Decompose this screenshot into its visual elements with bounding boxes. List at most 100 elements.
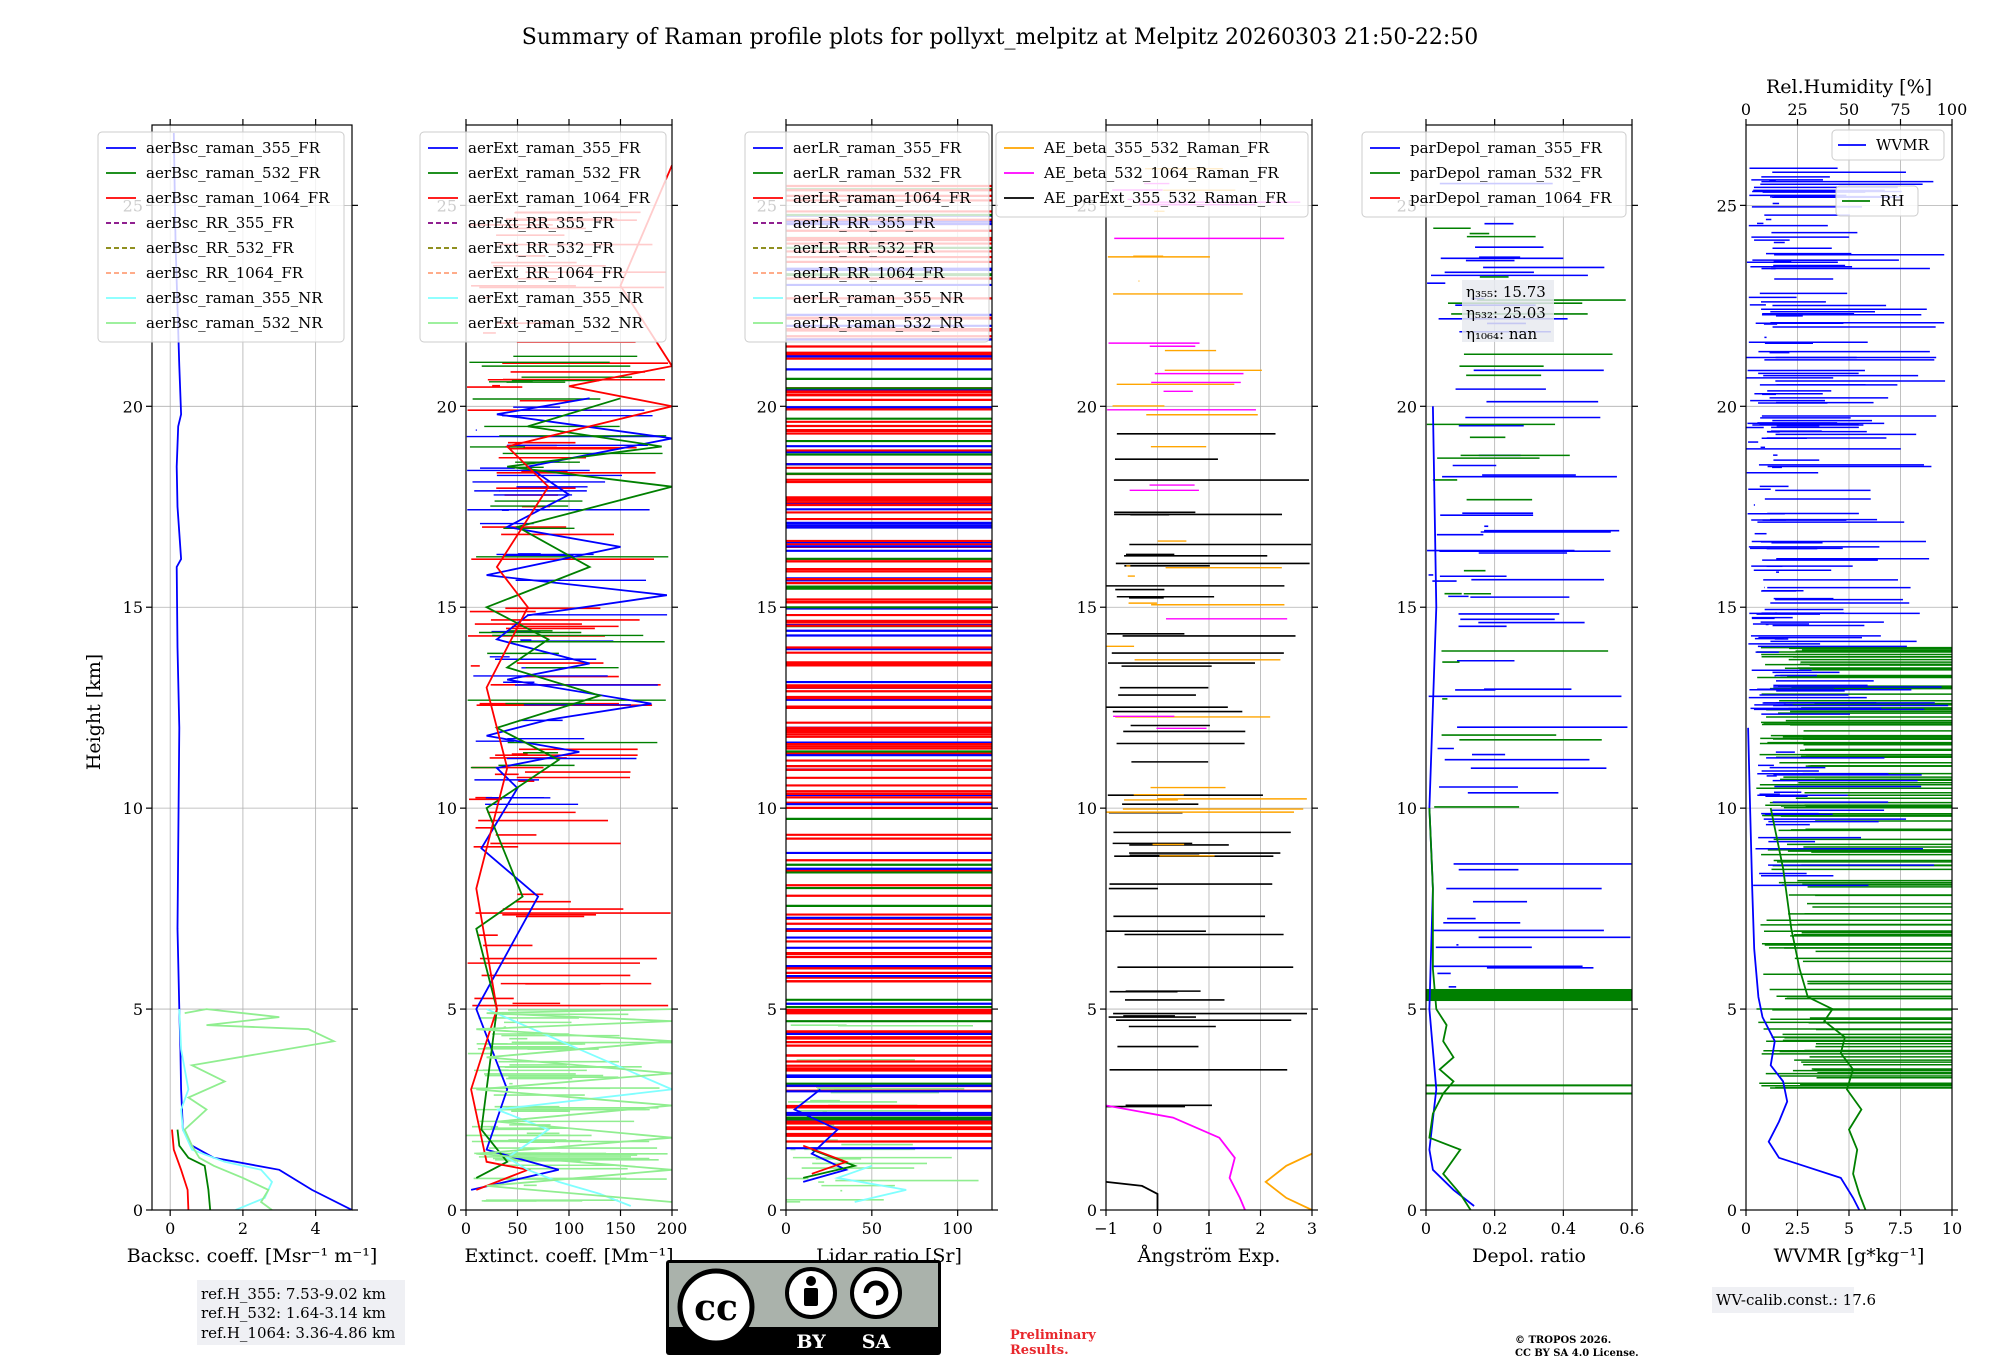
x-tick-label: −1 (1094, 1219, 1118, 1238)
top-x-tick-label: 75 (1890, 100, 1910, 119)
axes-frame (151, 124, 353, 1211)
top-x-axis-label: Rel.Humidity [%] (1766, 76, 1932, 98)
y-tick-label: 20 (1717, 397, 1737, 416)
legend-label: aerLR_raman_355_FR (793, 139, 962, 157)
depol-eta-box: η₃₅₅: 15.73 η₅₃₂: 25.03 η₁₀₆₄: nan (1462, 280, 1554, 343)
x-tick-label: 5 (1844, 1219, 1854, 1238)
legend-label: aerExt_RR_532_FR (468, 239, 615, 257)
top-x-tick-label: 100 (1937, 100, 1968, 119)
legend-label: aerExt_raman_355_NR (468, 289, 644, 307)
legend-backscatter: aerBsc_raman_355_FR aerBsc_raman_532_FRae… (97, 131, 345, 343)
legend-label: aerExt_raman_355_FR (468, 139, 641, 157)
panel-extinction: 0501001502000510152025Extinct. coeff. [M… (419, 119, 687, 1267)
x-tick-label: 0 (781, 1219, 791, 1238)
y-tick-label: 20 (123, 397, 143, 416)
y-tick-label: 0 (1727, 1201, 1737, 1220)
legend-label: aerBsc_raman_355_FR (146, 139, 321, 157)
series-RH (1769, 807, 1867, 1210)
y-tick-label: 15 (1717, 598, 1737, 617)
legend-label: aerExt_raman_532_NR (468, 314, 644, 332)
y-tick-label: 20 (757, 397, 777, 416)
depol-band (1426, 988, 1632, 1002)
legend-label: aerLR_RR_532_FR (793, 239, 935, 257)
series-aerBsc_raman_355_NR (178, 1009, 274, 1210)
series-aerLR_raman_355_FR (792, 1088, 849, 1183)
y-tick-label: 15 (1077, 598, 1097, 617)
x-tick-label: 7.5 (1888, 1219, 1913, 1238)
legend-label: aerExt_RR_355_FR (468, 214, 615, 232)
y-tick-label: 10 (757, 799, 777, 818)
y-tick-label: 20 (1397, 397, 1417, 416)
wv-calib-const: WV-calib.const.: 17.6 (1716, 1291, 1876, 1309)
legend-label: aerLR_RR_1064_FR (793, 264, 945, 282)
plot-area-lidar_ratio (786, 184, 992, 1203)
y-tick-label: 15 (123, 598, 143, 617)
series-aerExt_raman_532_FR (475, 397, 672, 1179)
y-tick-label: 5 (1087, 1000, 1097, 1019)
legend-label: aerLR_RR_355_FR (793, 214, 935, 232)
plot-area-angstrom (1106, 167, 1312, 1210)
series-parDepol_raman_532_FR (1428, 808, 1472, 1210)
legend-label: aerExt_raman_532_FR (468, 164, 641, 182)
x-tick-label: 150 (605, 1219, 636, 1238)
legend-box (419, 131, 667, 343)
legend-label: aerBsc_RR_1064_FR (146, 264, 304, 282)
preliminary-line1: Preliminary (1010, 1328, 1096, 1343)
series-aerExt_raman_1064_FR (470, 164, 672, 1191)
y-axis-label: Height [km] (83, 654, 105, 770)
y-tick-label: 0 (1087, 1201, 1097, 1220)
x-tick-label: 50 (862, 1219, 882, 1238)
legend-label: aerLR_raman_532_NR (793, 314, 964, 332)
legend-label: aerBsc_RR_355_FR (146, 214, 294, 232)
x-tick-label: 100 (942, 1219, 973, 1238)
ref-height-box-bg (197, 1280, 405, 1345)
plot-area-wvmr (1746, 167, 1952, 1210)
series-aerBsc_raman_532_FR (176, 1129, 212, 1210)
credit-line2: CC BY SA 4.0 License. (1515, 1348, 1639, 1359)
by-person-head (806, 1276, 816, 1286)
x-tick-label: 2.5 (1785, 1219, 1810, 1238)
x-tick-label: 0 (1421, 1219, 1431, 1238)
y-tick-label: 20 (437, 397, 457, 416)
figure-title: Summary of Raman profile plots for polly… (522, 25, 1479, 50)
cc-text: cc (694, 1287, 738, 1329)
legend-label: AE_beta_355_532_Raman_FR (1043, 139, 1270, 157)
series-aerLR_raman_1064_FR (802, 1144, 849, 1175)
legend-label: AE_parExt_355_532_Raman_FR (1043, 189, 1288, 207)
legend-angstrom: AE_beta_355_532_Raman_FR AE_beta_532_1064… (995, 131, 1309, 218)
series-WVMR (1747, 727, 1861, 1210)
x-tick-label: 2 (1255, 1219, 1265, 1238)
y-tick-label: 0 (133, 1201, 143, 1220)
credit-line1: © TROPOS 2026. (1515, 1335, 1611, 1346)
series-AE_parExt_355_532_Raman_FR (1106, 1181, 1159, 1210)
series-AE_beta_355_532_Raman_FR (1264, 1152, 1312, 1210)
y-tick-label: 25 (1717, 196, 1737, 215)
legend-label: aerBsc_RR_532_FR (146, 239, 294, 257)
legend-box (97, 131, 345, 343)
x-tick-label: 0 (165, 1219, 175, 1238)
legend-box (995, 131, 1309, 218)
y-tick-label: 10 (1717, 799, 1737, 818)
y-tick-label: 10 (123, 799, 143, 818)
x-tick-label: 4 (311, 1219, 321, 1238)
ref-height-355: ref.H_355: 7.53-9.02 km (201, 1285, 386, 1303)
cc-license-logo: cc BY SA (666, 1260, 941, 1355)
legend-wvmr: WVMR RH (1831, 129, 1945, 217)
legend-box (744, 131, 990, 343)
series-aerBsc_raman_355_FR (172, 132, 352, 1210)
panel-angstrom: −101230510152025Ångström Exp.AE_beta_355… (995, 119, 1318, 1267)
top-x-tick-label: 50 (1839, 100, 1859, 119)
series-aerBsc_raman_1064_FR (171, 1129, 190, 1210)
y-tick-label: 10 (1397, 799, 1417, 818)
series-parDepol_raman_355_FR (1428, 406, 1475, 1207)
x-axis-label-extinction: Extinct. coeff. [Mm⁻¹] (464, 1245, 673, 1267)
axes-frame (1425, 124, 1633, 1211)
cc-circle-icon (677, 1268, 755, 1346)
axes-frame (785, 124, 993, 1211)
legend-label: aerLR_raman_532_FR (793, 164, 962, 182)
x-axis-label-wvmr: WVMR [g*kg⁻¹] (1774, 1245, 1925, 1267)
by-person-body (804, 1288, 818, 1306)
x-tick-label: 50 (507, 1219, 527, 1238)
